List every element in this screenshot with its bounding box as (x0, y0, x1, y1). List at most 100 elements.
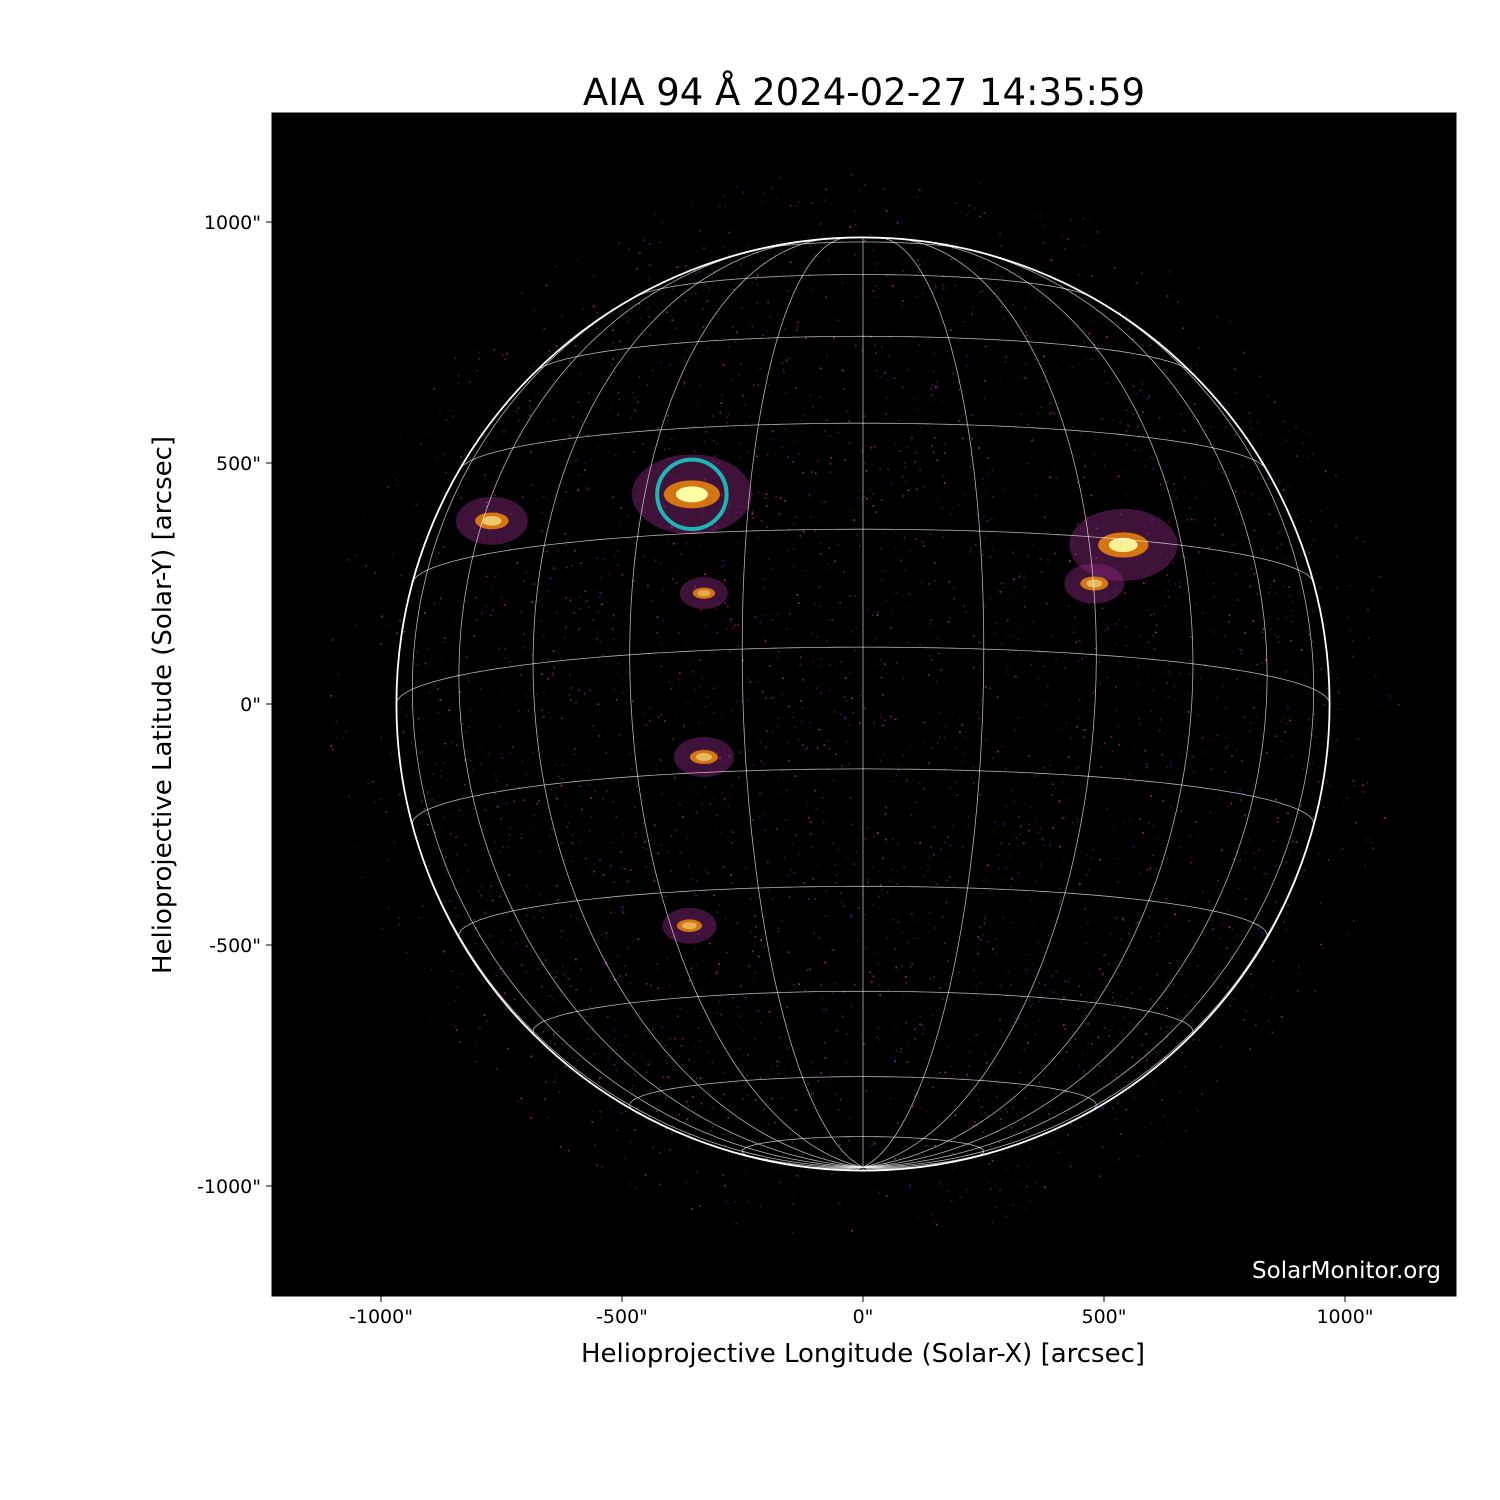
speckle (752, 819, 754, 821)
speckle (770, 568, 773, 570)
speckle (1075, 641, 1077, 643)
speckle (820, 1114, 823, 1116)
speckle (892, 881, 895, 883)
speckle (925, 1057, 927, 1060)
speckle (1160, 445, 1162, 447)
speckle (961, 723, 964, 726)
speckle (643, 822, 645, 824)
active-region-core (695, 753, 712, 762)
speckle (1019, 833, 1022, 835)
speckle (1067, 980, 1069, 983)
speckle (1191, 518, 1193, 521)
speckle (937, 460, 939, 462)
speckle (626, 315, 629, 318)
speckle (1201, 737, 1204, 739)
speckle (490, 885, 492, 887)
speckle (613, 608, 616, 610)
speckle (1075, 765, 1078, 768)
speckle (909, 243, 911, 245)
speckle (578, 841, 581, 843)
speckle (901, 386, 904, 389)
speckle (1270, 628, 1272, 630)
speckle (1155, 631, 1157, 634)
speckle (635, 832, 637, 834)
speckle (1032, 544, 1035, 546)
speckle (971, 999, 973, 1001)
speckle (1040, 406, 1043, 409)
speckle (449, 409, 451, 411)
speckle (1084, 600, 1087, 603)
speckle (671, 319, 674, 321)
speckle (1357, 738, 1360, 740)
speckle (1131, 992, 1134, 994)
speckle (442, 546, 445, 548)
speckle (656, 632, 659, 634)
speckle (423, 535, 425, 538)
speckle (952, 884, 955, 887)
speckle (985, 490, 988, 493)
speckle (1298, 965, 1300, 968)
speckle (675, 582, 678, 584)
speckle (1085, 874, 1088, 876)
speckle (405, 714, 408, 717)
speckle (908, 1045, 910, 1047)
speckle (959, 378, 961, 381)
speckle (1151, 521, 1153, 523)
speckle (807, 1082, 809, 1085)
speckle (571, 1057, 574, 1059)
speckle (776, 1016, 778, 1019)
speckle (1250, 721, 1252, 724)
speckle (749, 681, 752, 683)
speckle (855, 626, 858, 629)
speckle (906, 1061, 909, 1064)
speckle (892, 431, 894, 433)
speckle (1083, 341, 1086, 344)
speckle (759, 741, 762, 744)
speckle (974, 207, 976, 209)
speckle (906, 446, 908, 448)
speckle (1119, 660, 1121, 663)
speckle (869, 971, 872, 974)
speckle (834, 864, 836, 866)
speckle (1367, 839, 1369, 841)
speckle (872, 493, 874, 495)
speckle (635, 589, 637, 592)
speckle (707, 286, 710, 289)
speckle (777, 717, 780, 719)
speckle (1005, 804, 1007, 807)
speckle (1048, 1113, 1050, 1115)
speckle (550, 788, 553, 791)
speckle (558, 775, 560, 777)
speckle (455, 1029, 458, 1031)
speckle (549, 972, 552, 975)
speckle (1023, 586, 1025, 588)
speckle (1116, 1102, 1119, 1105)
speckle (1152, 467, 1154, 470)
speckle (577, 401, 580, 404)
speckle (934, 285, 937, 288)
speckle (827, 618, 829, 621)
speckle (869, 234, 871, 236)
speckle (1063, 996, 1065, 999)
speckle (1166, 682, 1168, 684)
speckle (1296, 811, 1298, 813)
speckle (548, 350, 551, 353)
speckle (660, 562, 663, 564)
speckle (582, 308, 585, 310)
speckle (770, 614, 772, 617)
speckle (1372, 847, 1375, 850)
speckle (810, 1093, 813, 1096)
speckle (569, 985, 572, 988)
speckle (549, 577, 551, 579)
speckle (624, 965, 626, 967)
speckle (636, 1084, 638, 1087)
speckle (1166, 1036, 1169, 1038)
speckle (618, 1044, 620, 1046)
speckle (495, 1068, 498, 1070)
speckle (764, 497, 767, 499)
speckle (880, 676, 883, 679)
speckle (569, 599, 572, 601)
speckle (730, 621, 732, 623)
speckle (506, 784, 508, 787)
speckle (640, 1055, 643, 1057)
